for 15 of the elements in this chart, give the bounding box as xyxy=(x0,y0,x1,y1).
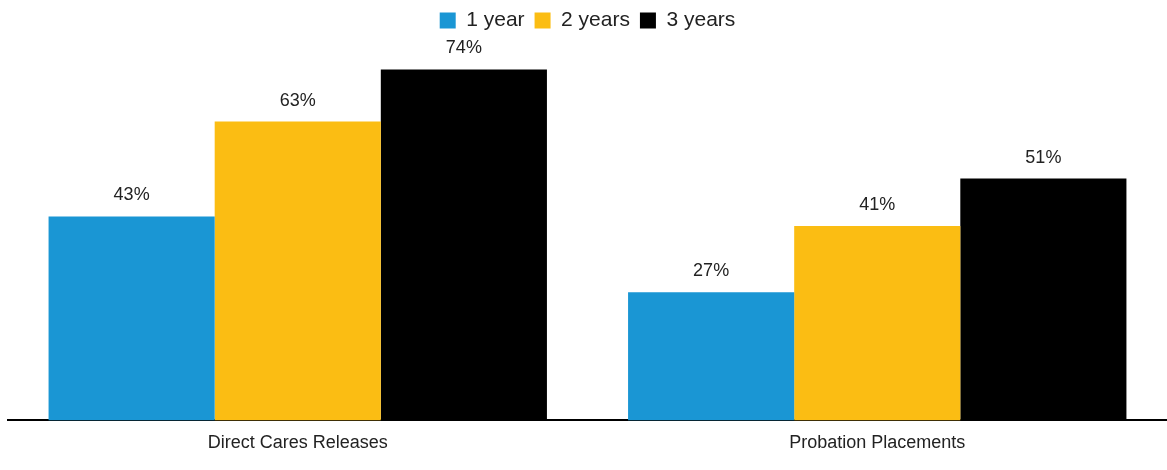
bar xyxy=(214,121,381,421)
x-tick-label: Probation Placements xyxy=(789,432,966,453)
data-label: 51% xyxy=(1025,146,1062,167)
data-label: 63% xyxy=(279,89,316,110)
data-label: 41% xyxy=(859,193,896,214)
legend-label: 1 year xyxy=(466,7,525,31)
legend-label: 2 years xyxy=(561,7,630,31)
bar xyxy=(794,225,961,421)
x-tick-label: Direct Cares Releases xyxy=(207,432,388,453)
data-label: 43% xyxy=(113,184,150,205)
bar xyxy=(48,216,215,421)
legend-label: 3 years xyxy=(666,7,736,31)
data-label: 27% xyxy=(693,260,730,281)
bar xyxy=(628,292,795,421)
data-label: 74% xyxy=(445,37,482,58)
